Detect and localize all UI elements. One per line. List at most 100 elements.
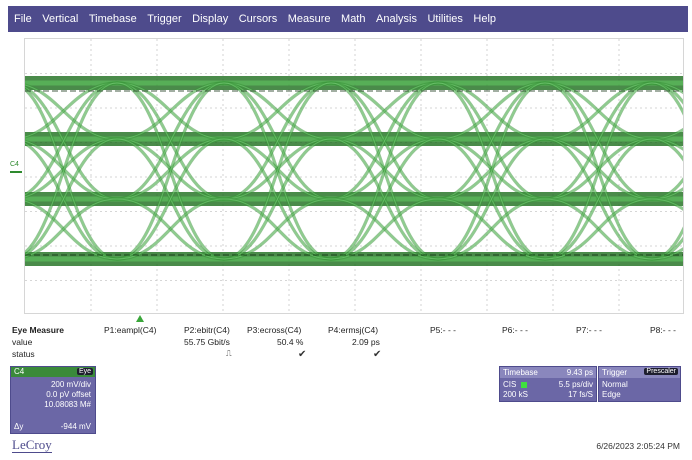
eye-transition-trace	[651, 226, 683, 261]
menu-display[interactable]: Display	[192, 13, 229, 25]
eye-transition-trace	[651, 197, 683, 211]
eye-transition-trace	[651, 127, 683, 141]
sampling-mode: CIS	[503, 380, 517, 389]
eye-transition-trace	[544, 137, 653, 261]
eye-transition-trace	[223, 137, 332, 261]
eye-transition-trace	[437, 137, 546, 261]
param-p3-name[interactable]: P3:ecross(C4)	[247, 325, 302, 335]
param-p8-name[interactable]: P8:- - -	[650, 325, 676, 335]
trigger-title: Trigger	[602, 368, 628, 377]
timebase-descriptor[interactable]: Timebase 9.43 ps CIS 5.5 ps/div 200 kS 1…	[499, 366, 597, 402]
eye-transition-highlight	[437, 82, 546, 260]
measurement-value-row: value 55.75 Gbit/s 50.4 % 2.09 ps	[12, 337, 688, 349]
eye-transition-trace	[437, 81, 546, 261]
menu-file[interactable]: File	[14, 13, 32, 25]
eye-transition-trace	[544, 81, 653, 261]
eye-transition-trace	[223, 197, 332, 261]
param-p2-value: 55.75 Gbit/s	[184, 337, 230, 347]
c4-name: C4	[14, 367, 25, 376]
trigger-mode: Normal	[602, 380, 628, 389]
eye-transition-highlight	[330, 82, 439, 140]
eye-transition-highlight	[651, 238, 683, 260]
value-row-label: value	[12, 337, 33, 347]
eye-transition-highlight	[651, 82, 683, 114]
eye-transition-highlight	[330, 198, 439, 260]
channel-label: C4	[10, 161, 19, 168]
eye-transition-highlight	[223, 82, 332, 140]
date-time: 6/26/2023 2:05:24 PM	[596, 441, 680, 451]
channel-c4-descriptor[interactable]: C4 Eye 200 mV/div 0.0 pV offset 10.08083…	[10, 366, 96, 434]
param-p7-name[interactable]: P7:- - -	[576, 325, 602, 335]
eye-diagram-plot	[25, 39, 683, 313]
param-p5-name[interactable]: P5:- - -	[430, 325, 456, 335]
menu-math[interactable]: Math	[341, 13, 366, 25]
time-per-div: 5.5 ps/div	[558, 380, 593, 389]
eye-transition-trace	[544, 81, 653, 141]
eye-transition-trace	[651, 187, 683, 201]
status-row-label: status	[12, 349, 35, 359]
eye-transition-highlight	[437, 82, 546, 140]
menu-help[interactable]: Help	[473, 13, 497, 25]
eye-transition-highlight	[116, 82, 225, 140]
lecroy-logo: LeCroy	[12, 437, 52, 453]
eye-transition-highlight	[437, 82, 546, 200]
eye-transition-trace	[25, 137, 118, 257]
eye-transition-highlight	[544, 82, 653, 260]
eye-transition-highlight	[544, 198, 653, 260]
sample-rate: 17 fs/S	[568, 390, 593, 399]
eye-transition-trace	[116, 81, 225, 201]
volts-per-div: 200 mV/div	[50, 380, 91, 389]
param-p4-name[interactable]: P4:ermsj(C4)	[328, 325, 379, 335]
trigger-header	[599, 367, 680, 378]
eye-transition-highlight	[544, 82, 653, 200]
eye-transition-highlight	[651, 179, 683, 200]
acquisition-count: 10.08083 M#	[44, 400, 91, 409]
sample-count: 200 kS	[503, 390, 528, 399]
menu-vertical[interactable]: Vertical	[42, 13, 79, 25]
eye-transition-trace	[25, 197, 118, 259]
prescaler-badge: Prescaler	[644, 368, 678, 375]
eye-transition-trace	[651, 236, 683, 261]
check-status-icon: ✔	[373, 349, 382, 360]
eye-transition-trace	[330, 81, 439, 141]
eye-transition-trace	[651, 137, 683, 162]
eye-transition-trace	[651, 81, 683, 116]
measurement-header-row: Eye Measure P1:eampl(C4) P2:ebitr(C4) P3…	[12, 325, 688, 337]
channel-offset-marker[interactable]	[10, 171, 22, 173]
pulse-status-icon: ⎍	[226, 349, 232, 358]
delta-y-label: Δy	[14, 422, 24, 431]
eye-transition-highlight	[330, 82, 439, 200]
eye-transition-trace	[651, 177, 683, 201]
eye-transition-trace	[116, 81, 225, 141]
param-p3-value: 50.4 %	[277, 337, 304, 347]
eye-transition-trace	[544, 81, 653, 201]
eye-transition-highlight	[544, 82, 653, 140]
eye-transition-highlight	[25, 82, 118, 196]
eye-transition-highlight	[651, 82, 683, 93]
menu-analysis[interactable]: Analysis	[376, 13, 417, 25]
param-p1-name[interactable]: P1:eampl(C4)	[104, 325, 157, 335]
eye-transition-trace	[25, 81, 118, 197]
eye-transition-highlight	[437, 138, 546, 260]
eye-transition-highlight	[116, 82, 225, 200]
param-p6-name[interactable]: P6:- - -	[502, 325, 528, 335]
eye-transition-trace	[544, 197, 653, 261]
eye-transition-trace	[330, 137, 439, 261]
trigger-position-marker[interactable]	[136, 315, 144, 322]
eye-transition-highlight	[651, 248, 683, 260]
menu-bar: File Vertical Timebase Trigger Display C…	[8, 6, 688, 32]
eye-transition-trace	[330, 197, 439, 261]
eye-transition-highlight	[651, 138, 683, 160]
menu-cursors[interactable]: Cursors	[238, 13, 278, 25]
trigger-descriptor[interactable]: Trigger Prescaler Normal Edge	[598, 366, 681, 402]
menu-measure[interactable]: Measure	[287, 13, 331, 25]
menu-utilities[interactable]: Utilities	[427, 13, 463, 25]
eye-transition-highlight	[25, 82, 118, 138]
menu-trigger[interactable]: Trigger	[147, 13, 182, 25]
eye-transition-trace	[437, 81, 546, 201]
param-p4-value: 2.09 ps	[352, 337, 380, 347]
param-p2-name[interactable]: P2:ebitr(C4)	[184, 325, 230, 335]
eye-diagram-display[interactable]	[24, 38, 684, 314]
timebase-delay: 9.43 ps	[566, 368, 593, 377]
menu-timebase[interactable]: Timebase	[88, 13, 137, 25]
